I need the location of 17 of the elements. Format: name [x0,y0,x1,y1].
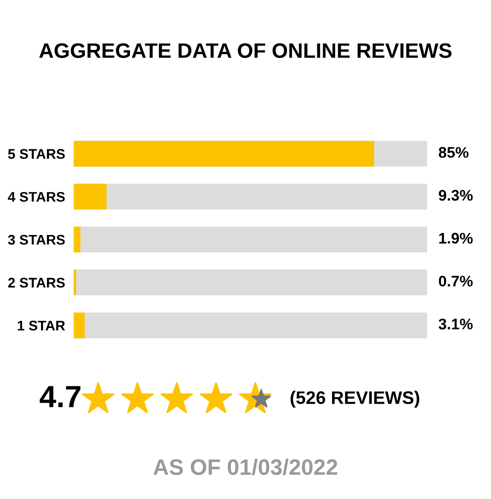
data-label: 85% [438,146,468,158]
text: 4.7 [40,386,80,408]
data-label: 3.1% [438,318,473,330]
chart-title: AGGREGATE DATA OF ONLINE REVIEWS [39,43,452,58]
y-tick-label: 1 STAR [18,320,66,331]
y-tick-label: 4 STARS [8,192,65,202]
data-label: 9.3% [438,190,473,201]
bar [74,312,85,338]
y-tick-label: 5 STARS [8,149,65,159]
y-tick-label: 3 STARS [8,234,65,245]
data-label: 0.7% [438,276,473,287]
y-tick-label: 2 STARS [8,278,65,288]
text: (526 REVIEWS) [290,390,420,408]
bar [74,184,107,210]
bar [74,226,80,252]
text: AS OF 01/03/2022 [153,458,338,476]
data-label: 1.9% [439,232,473,244]
